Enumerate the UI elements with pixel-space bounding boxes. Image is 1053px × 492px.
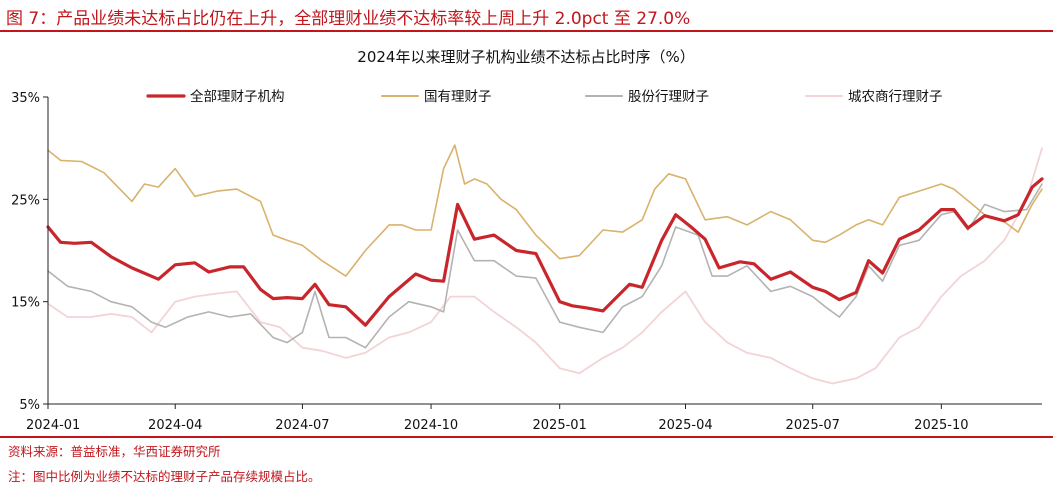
legend-label-4: 城农商行理财子	[848, 89, 943, 105]
legend-label-3: 股份行理财子	[628, 89, 709, 105]
figure-title: 图 7：产品业绩未达标占比仍在上升，全部理财业绩不达标率较上周上升 2.0pct…	[6, 9, 691, 29]
x-tick-label: 2025-07	[786, 418, 840, 433]
y-tick-label: 25%	[11, 193, 40, 208]
y-tick-label: 5%	[19, 398, 40, 413]
y-tick-label: 15%	[11, 296, 40, 311]
axes: 5% 15% 25% 35% 2024-01 2024-04 2024-07 2024-10 2…	[11, 91, 1042, 433]
x-tick-label: 2025-04	[658, 418, 712, 433]
x-tick-label: 2025-10	[914, 418, 968, 433]
footer-rule	[0, 436, 1053, 438]
series-line-3	[47, 183, 1043, 349]
line-chart: 2024年以来理财子机构业绩不达标占比时序（%） 全部理财子机构 国有理财子 股份行…	[11, 48, 1044, 433]
y-tick-label: 35%	[11, 91, 40, 106]
chart-title: 2024年以来理财子机构业绩不达标占比时序（%）	[357, 48, 694, 66]
title-rule	[0, 30, 1053, 32]
legend: 全部理财子机构 国有理财子 股份行理财子 城农商行理财子	[146, 88, 943, 105]
x-tick-label: 2024-07	[275, 418, 329, 433]
x-tick-label: 2024-10	[404, 418, 458, 433]
legend-label-1: 全部理财子机构	[190, 88, 285, 105]
series-line-4	[47, 147, 1043, 385]
series-line-1	[46, 177, 1044, 327]
legend-label-2: 国有理财子	[424, 89, 492, 105]
footnote: 注：图中比例为业绩不达标的理财子产品存续规模占比。	[8, 469, 321, 484]
x-tick-label: 2025-01	[533, 418, 587, 433]
series-line-2	[47, 144, 1043, 277]
x-tick-label: 2024-01	[26, 418, 80, 433]
series-group	[46, 144, 1044, 385]
source-note: 资料来源：普益标准，华西证券研究所	[8, 444, 221, 459]
x-tick-label: 2024-04	[148, 418, 202, 433]
